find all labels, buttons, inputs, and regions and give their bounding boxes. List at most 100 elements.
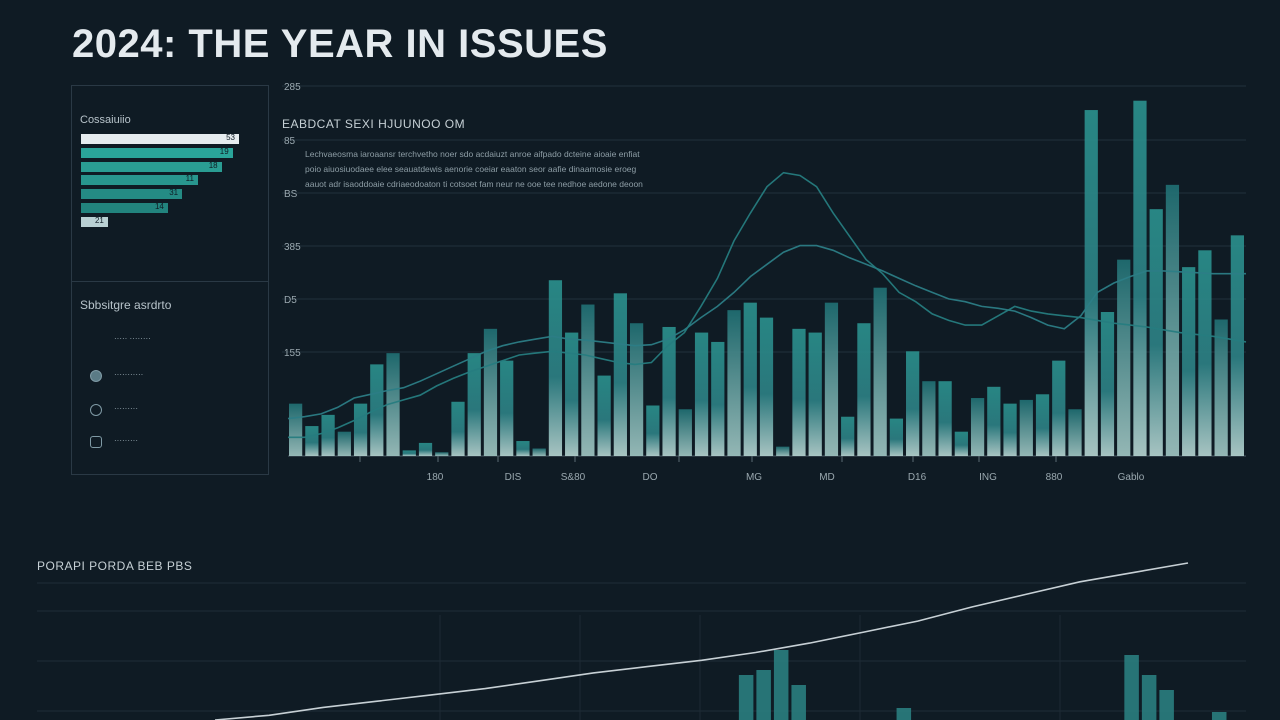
bar — [370, 364, 384, 456]
x-tick-label: ING — [979, 472, 997, 483]
bar — [1182, 267, 1196, 456]
bar — [1159, 690, 1174, 720]
bar — [435, 452, 449, 456]
bar — [532, 448, 546, 456]
y-tick-label: D5 — [284, 295, 297, 306]
bar — [1211, 712, 1227, 720]
y-tick-label: BS — [284, 189, 298, 200]
bar — [922, 381, 936, 456]
series-line — [287, 244, 1246, 420]
bar — [824, 302, 839, 456]
y-tick-label: 155 — [284, 348, 301, 359]
bar — [776, 446, 790, 456]
bar — [1019, 399, 1033, 456]
bar — [896, 708, 912, 720]
trend-line — [214, 562, 1189, 720]
bar — [1149, 209, 1163, 456]
bar — [386, 353, 400, 456]
bar — [987, 386, 1001, 456]
legend-heading: Sbbsitgre asrdrto — [80, 298, 172, 312]
bar — [353, 403, 368, 456]
bar — [1214, 319, 1228, 456]
hbar-value-label: 14 — [154, 202, 164, 211]
legend-item-label: ··········· — [114, 370, 144, 379]
x-tick-label: 880 — [1046, 472, 1063, 483]
bar — [889, 418, 904, 456]
bar — [678, 409, 692, 456]
hbar-value-label: 19 — [219, 146, 229, 156]
hbar-value-label: 11 — [185, 174, 194, 184]
bar — [1141, 675, 1157, 720]
bar — [597, 375, 611, 456]
bar — [1003, 403, 1017, 456]
bar — [857, 323, 871, 456]
legend-item-label: ····· ········ — [114, 334, 151, 343]
cluster-icon — [90, 404, 102, 416]
main-chart-title: EABDCAT SEXI HJUUNOO OM — [282, 117, 466, 131]
bar — [662, 326, 676, 456]
bar — [500, 360, 514, 456]
y-tick-label: 85 — [284, 136, 296, 147]
bar — [873, 287, 887, 456]
bar — [808, 332, 822, 456]
bar — [565, 332, 579, 456]
bar — [305, 426, 319, 456]
bar — [418, 442, 433, 456]
hbar-fill — [81, 189, 183, 200]
page-title: 2024: THE YEAR IN ISSUES — [72, 22, 608, 66]
hbar-fill — [81, 134, 239, 144]
bar — [483, 328, 498, 456]
ring-icon — [90, 436, 102, 448]
summary-panel: Cossaiuiio 53 19 18 11 31 14 21 Sbbsitgre asrd… — [71, 85, 269, 475]
bar — [954, 431, 968, 456]
bar — [451, 401, 465, 456]
x-tick-label: DO — [643, 472, 658, 483]
hbar-fill — [81, 175, 198, 186]
bar — [906, 351, 920, 456]
bar — [581, 304, 595, 456]
hbar-value-label: 31 — [169, 188, 179, 198]
bar — [613, 293, 627, 456]
bar — [694, 332, 709, 456]
bar — [792, 328, 806, 456]
bar — [791, 685, 806, 720]
bar — [1084, 110, 1098, 457]
x-tick-label: 180 — [427, 472, 444, 483]
bar — [1052, 360, 1066, 456]
bar — [711, 341, 725, 456]
hbar-fill — [81, 203, 168, 213]
bar — [756, 670, 771, 720]
hbar-fill — [81, 161, 222, 172]
panel-divider — [72, 281, 268, 282]
bar — [516, 441, 530, 456]
bar — [938, 381, 952, 456]
main-chart-description: Lechvaeosma iaroaansr terchvetho noer sd… — [305, 149, 643, 189]
x-tick-label: S&80 — [561, 472, 586, 483]
bar — [289, 403, 303, 456]
bar — [402, 450, 416, 456]
circle-icon — [90, 370, 102, 382]
x-tick-label: D16 — [908, 472, 927, 483]
bar — [1100, 312, 1115, 456]
x-tick-label: DIS — [505, 472, 522, 483]
bar — [1124, 655, 1139, 720]
bar — [738, 675, 754, 720]
bar — [1230, 235, 1244, 456]
legend-item-label: ········· — [114, 404, 138, 413]
hbar-fill — [81, 147, 233, 158]
bar — [743, 302, 757, 456]
hbar-fill — [81, 216, 108, 227]
bar — [1117, 259, 1131, 456]
bar — [321, 414, 335, 456]
bar — [467, 353, 481, 456]
bar — [773, 650, 789, 720]
bar — [1165, 184, 1180, 456]
legend-item-label: ········· — [114, 436, 138, 445]
x-tick-label: Gablo — [1118, 472, 1145, 483]
bar — [629, 323, 644, 456]
bar — [646, 405, 660, 456]
hbar-value-label: 21 — [94, 215, 104, 225]
bar — [1068, 409, 1082, 456]
x-tick-label: MG — [746, 472, 762, 483]
series-line — [288, 171, 1247, 439]
